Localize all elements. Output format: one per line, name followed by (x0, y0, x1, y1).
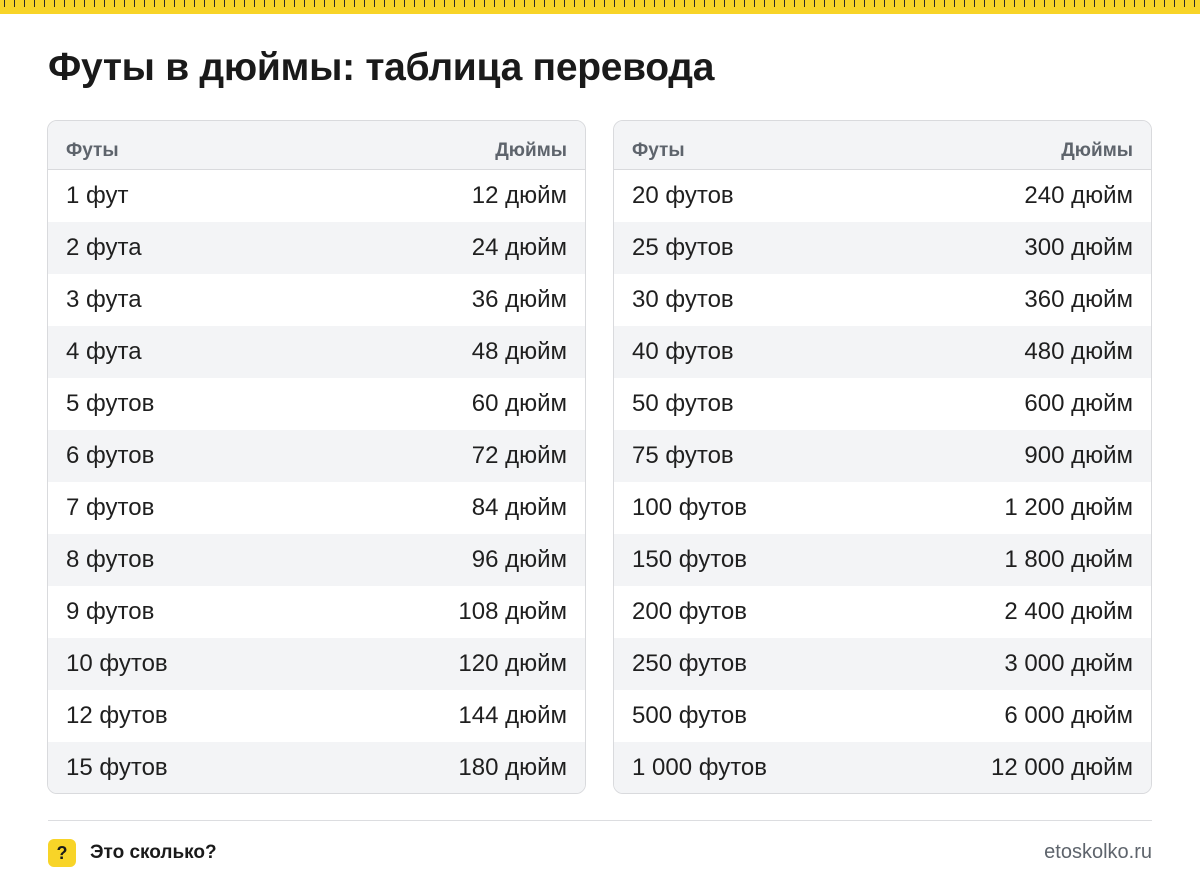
cell-inches: 144 дюйм (458, 702, 567, 729)
conversion-table-left: Футы Дюймы 1 фут 12 дюйм 2 фута 24 дюйм 3 … (47, 120, 586, 794)
table-row: 6 футов 72 дюйм (48, 430, 585, 482)
cell-inches: 84 дюйм (471, 494, 567, 521)
cell-feet: 30 футов (632, 286, 734, 313)
cell-feet: 8 футов (66, 546, 155, 573)
cell-feet: 150 футов (632, 546, 748, 573)
cell-feet: 5 футов (66, 390, 155, 417)
cell-inches: 1 200 дюйм (1004, 494, 1133, 521)
cell-feet: 3 фута (66, 286, 142, 313)
cell-feet: 50 футов (632, 390, 734, 417)
cell-inches: 24 дюйм (471, 234, 567, 261)
cell-inches: 12 дюйм (471, 182, 567, 209)
cell-inches: 360 дюйм (1024, 286, 1133, 313)
question-mark-icon: ? (48, 839, 76, 867)
header-feet: Футы (66, 140, 119, 161)
cell-inches: 120 дюйм (458, 650, 567, 677)
cell-inches: 60 дюйм (471, 390, 567, 417)
table-body: 1 фут 12 дюйм 2 фута 24 дюйм 3 фута 36 дюйм… (48, 170, 585, 793)
table-row: 3 фута 36 дюйм (48, 274, 585, 326)
table-body: 20 футов 240 дюйм 25 футов 300 дюйм 30 фут… (614, 170, 1151, 793)
cell-feet: 2 фута (66, 234, 142, 261)
cell-inches: 72 дюйм (471, 442, 567, 469)
cell-inches: 480 дюйм (1024, 338, 1133, 365)
cell-feet: 12 футов (66, 702, 168, 729)
cell-feet: 200 футов (632, 598, 748, 625)
cell-feet: 6 футов (66, 442, 155, 469)
table-row: 9 футов 108 дюйм (48, 586, 585, 638)
table-row: 40 футов 480 дюйм (614, 326, 1151, 378)
table-row: 1 000 футов 12 000 дюйм (614, 742, 1151, 793)
cell-inches: 108 дюйм (458, 598, 567, 625)
cell-inches: 1 800 дюйм (1004, 546, 1133, 573)
cell-feet: 75 футов (632, 442, 734, 469)
cell-feet: 1 фут (66, 182, 129, 209)
table-row: 5 футов 60 дюйм (48, 378, 585, 430)
cell-feet: 25 футов (632, 234, 734, 261)
cell-feet: 1 000 футов (632, 754, 768, 781)
table-row: 50 футов 600 дюйм (614, 378, 1151, 430)
cell-feet: 40 футов (632, 338, 734, 365)
table-row: 150 футов 1 800 дюйм (614, 534, 1151, 586)
cell-inches: 2 400 дюйм (1004, 598, 1133, 625)
cell-feet: 250 футов (632, 650, 748, 677)
footer-divider (48, 820, 1152, 821)
table-header: Футы Дюймы (614, 121, 1151, 170)
cell-inches: 300 дюйм (1024, 234, 1133, 261)
cell-feet: 10 футов (66, 650, 168, 677)
table-row: 20 футов 240 дюйм (614, 170, 1151, 222)
site-link[interactable]: etoskolko.ru (1044, 841, 1152, 863)
table-row: 12 футов 144 дюйм (48, 690, 585, 742)
cell-inches: 3 000 дюйм (1004, 650, 1133, 677)
page-title: Футы в дюймы: таблица перевода (48, 46, 715, 89)
table-row: 15 футов 180 дюйм (48, 742, 585, 793)
brand[interactable]: ? Это сколько? (48, 839, 217, 867)
table-row: 10 футов 120 дюйм (48, 638, 585, 690)
table-row: 7 футов 84 дюйм (48, 482, 585, 534)
cell-feet: 500 футов (632, 702, 748, 729)
cell-inches: 900 дюйм (1024, 442, 1133, 469)
header-inches: Дюймы (1061, 140, 1133, 161)
cell-inches: 6 000 дюйм (1004, 702, 1133, 729)
cell-inches: 240 дюйм (1024, 182, 1133, 209)
cell-feet: 7 футов (66, 494, 155, 521)
table-row: 1 фут 12 дюйм (48, 170, 585, 222)
cell-feet: 9 футов (66, 598, 155, 625)
table-row: 2 фута 24 дюйм (48, 222, 585, 274)
cell-inches: 12 000 дюйм (991, 754, 1133, 781)
cell-feet: 15 футов (66, 754, 168, 781)
table-row: 100 футов 1 200 дюйм (614, 482, 1151, 534)
table-row: 4 фута 48 дюйм (48, 326, 585, 378)
cell-inches: 600 дюйм (1024, 390, 1133, 417)
table-row: 75 футов 900 дюйм (614, 430, 1151, 482)
cell-feet: 100 футов (632, 494, 748, 521)
table-row: 500 футов 6 000 дюйм (614, 690, 1151, 742)
table-row: 30 футов 360 дюйм (614, 274, 1151, 326)
table-row: 8 футов 96 дюйм (48, 534, 585, 586)
table-row: 250 футов 3 000 дюйм (614, 638, 1151, 690)
header-inches: Дюймы (495, 140, 567, 161)
conversion-table-right: Футы Дюймы 20 футов 240 дюйм 25 футов 300 … (613, 120, 1152, 794)
table-row: 25 футов 300 дюйм (614, 222, 1151, 274)
cell-feet: 4 фута (66, 338, 142, 365)
brand-name: Это сколько? (90, 842, 217, 863)
cell-feet: 20 футов (632, 182, 734, 209)
table-header: Футы Дюймы (48, 121, 585, 170)
cell-inches: 96 дюйм (471, 546, 567, 573)
ruler-strip (0, 0, 1200, 14)
cell-inches: 36 дюйм (471, 286, 567, 313)
cell-inches: 48 дюйм (471, 338, 567, 365)
cell-inches: 180 дюйм (458, 754, 567, 781)
header-feet: Футы (632, 140, 685, 161)
table-row: 200 футов 2 400 дюйм (614, 586, 1151, 638)
